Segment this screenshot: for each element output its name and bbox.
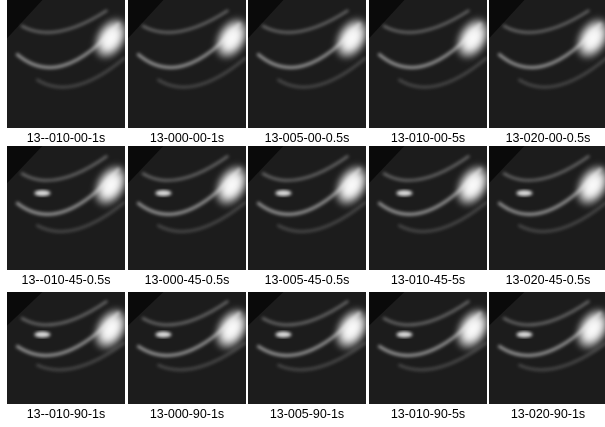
image-panel: 13-020-00-0.5s bbox=[489, 0, 605, 145]
caption: 13--010-90-1s bbox=[7, 407, 125, 421]
caption: 13--010-00-1s bbox=[7, 131, 125, 145]
caption: 13-000-90-1s bbox=[128, 407, 246, 421]
caption: 13-010-00-5s bbox=[369, 131, 487, 145]
image-panel: 13-020-90-1s bbox=[489, 292, 605, 421]
image-panel: 13--010-00-1s bbox=[7, 0, 125, 145]
figure: 13--010-00-1s13-000-00-1s13-005-00-0.5s1… bbox=[0, 0, 605, 427]
micrograph bbox=[128, 146, 246, 270]
micrograph bbox=[489, 146, 605, 270]
micrograph bbox=[248, 292, 366, 404]
micrograph bbox=[489, 292, 605, 404]
image-panel: 13--010-45-0.5s bbox=[7, 146, 125, 287]
caption: 13-005-45-0.5s bbox=[248, 273, 366, 287]
micrograph bbox=[7, 292, 125, 404]
image-panel: 13-005-00-0.5s bbox=[248, 0, 366, 145]
image-panel: 13-005-45-0.5s bbox=[248, 146, 366, 287]
micrograph bbox=[369, 146, 487, 270]
micrograph bbox=[248, 0, 366, 128]
caption: 13--010-45-0.5s bbox=[7, 273, 125, 287]
caption: 13-005-00-0.5s bbox=[248, 131, 366, 145]
caption: 13-020-90-1s bbox=[489, 407, 605, 421]
highlight bbox=[396, 332, 412, 338]
image-panel: 13--010-90-1s bbox=[7, 292, 125, 421]
highlight bbox=[275, 190, 291, 196]
image-panel: 13-010-90-5s bbox=[369, 292, 487, 421]
micrograph bbox=[128, 0, 246, 128]
caption: 13-020-45-0.5s bbox=[489, 273, 605, 287]
micrograph bbox=[7, 146, 125, 270]
micrograph bbox=[128, 292, 246, 404]
image-panel: 13-000-90-1s bbox=[128, 292, 246, 421]
highlight bbox=[516, 332, 532, 338]
caption: 13-010-90-5s bbox=[369, 407, 487, 421]
highlight bbox=[155, 332, 171, 338]
image-panel: 13-020-45-0.5s bbox=[489, 146, 605, 287]
caption: 13-000-00-1s bbox=[128, 131, 246, 145]
micrograph bbox=[489, 0, 605, 128]
highlight bbox=[275, 332, 291, 338]
caption: 13-005-90-1s bbox=[248, 407, 366, 421]
image-panel: 13-010-00-5s bbox=[369, 0, 487, 145]
caption: 13-010-45-5s bbox=[369, 273, 487, 287]
highlight bbox=[516, 190, 532, 196]
highlight bbox=[34, 332, 50, 338]
highlight bbox=[396, 190, 412, 196]
image-panel: 13-005-90-1s bbox=[248, 292, 366, 421]
micrograph bbox=[7, 0, 125, 128]
highlight bbox=[34, 190, 50, 196]
micrograph bbox=[369, 292, 487, 404]
image-panel: 13-010-45-5s bbox=[369, 146, 487, 287]
caption: 13-000-45-0.5s bbox=[128, 273, 246, 287]
highlight bbox=[155, 190, 171, 196]
caption: 13-020-00-0.5s bbox=[489, 131, 605, 145]
micrograph bbox=[248, 146, 366, 270]
micrograph bbox=[369, 0, 487, 128]
image-panel: 13-000-45-0.5s bbox=[128, 146, 246, 287]
image-panel: 13-000-00-1s bbox=[128, 0, 246, 145]
